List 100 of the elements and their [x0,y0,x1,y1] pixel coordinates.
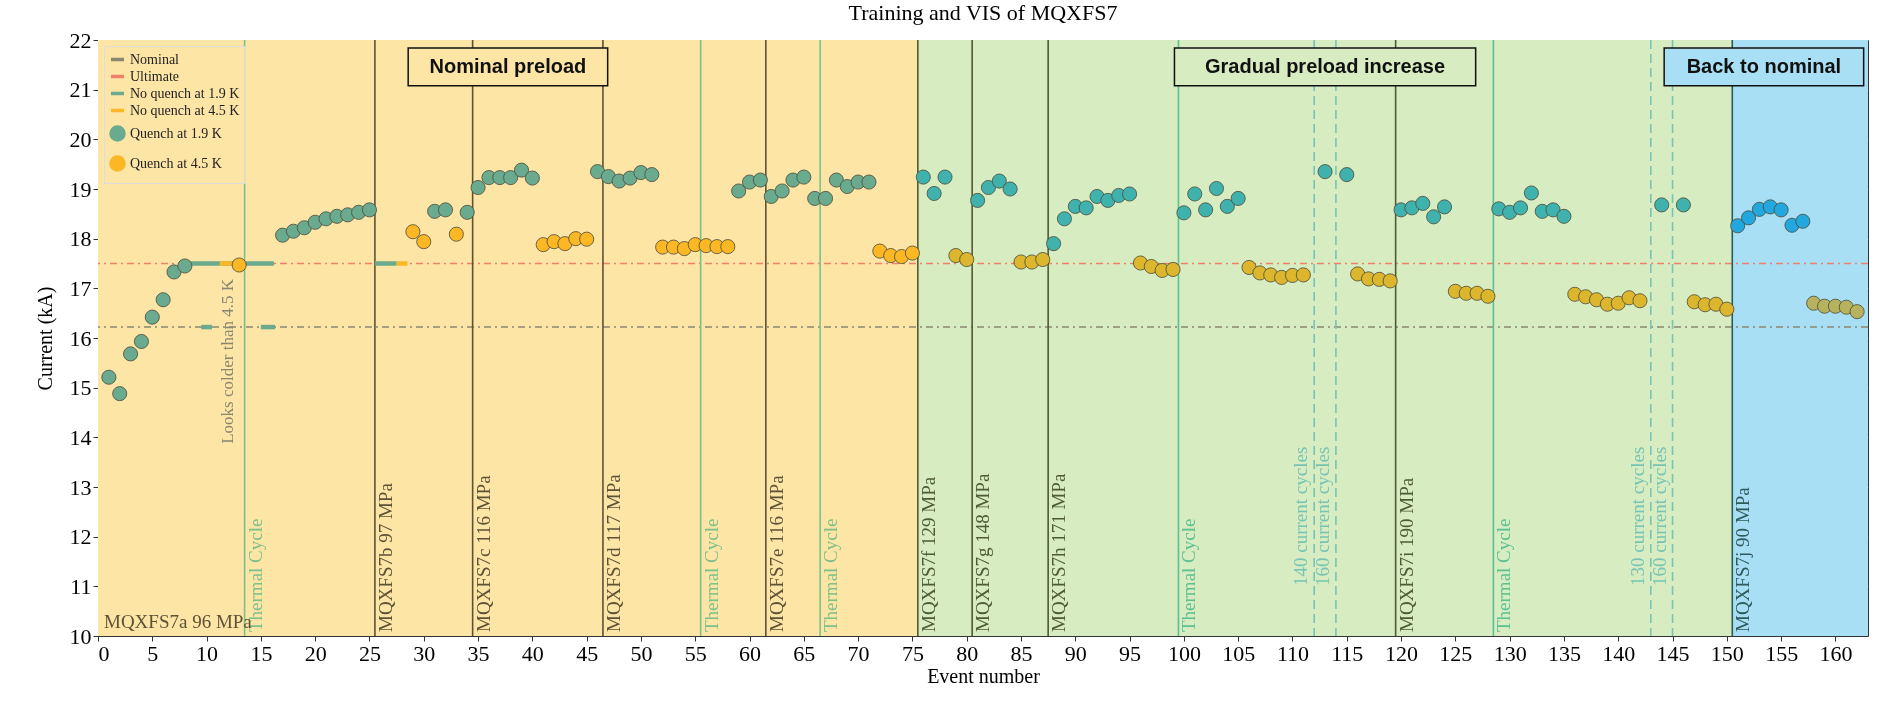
x-tick-label: 155 [1765,640,1799,666]
x-tick-label: 50 [630,640,653,666]
x-tick-label: 70 [847,640,870,666]
point [1241,260,1257,275]
annotation: Looks colder than 4.5 K [218,278,238,444]
point [1610,295,1626,311]
point [970,192,986,208]
point [133,334,149,349]
point [1230,190,1246,206]
x-tick-label: 100 [1167,640,1201,666]
legend-label: Quench at 1.9 K [130,125,222,141]
x-tick-label: 90 [1064,640,1087,666]
point [1339,167,1355,183]
point [915,169,931,185]
x-tick-label: 115 [1331,640,1364,666]
point [144,309,160,325]
point [1219,198,1235,214]
ref-line-label: MQXFS7b 97 MPa [374,482,396,632]
legend-label: No quench at 4.5 K [130,102,240,118]
point [1773,202,1789,218]
x-tick-label: 25 [358,640,381,666]
ref-line-label: Thermal Cycle [1493,518,1515,632]
point [1556,208,1572,224]
point [1035,252,1051,267]
legend-label: Quench at 4.5 K [130,155,222,171]
point [514,162,529,178]
point [1046,236,1062,252]
point [1176,205,1192,221]
x-tick-label: 135 [1547,640,1581,666]
point [818,190,834,206]
x-tick-label: 30 [413,640,436,666]
x-tick-label: 125 [1439,640,1473,666]
point [448,226,464,242]
y-tick-label: 14 [69,424,92,450]
ref-line-label: MQXFS7e 116 MPa [765,474,787,632]
point [1165,262,1181,277]
point [470,180,486,195]
ref-line-label: 160 current cycles [1311,446,1333,586]
point [937,169,953,185]
point [1078,200,1094,216]
x-tick-label: 85 [1010,640,1033,666]
point [101,369,117,385]
point [123,346,139,362]
chart-title: Training and VIS of MQXFS7 [848,0,1118,25]
ref-line-label: MQXFS7i 190 MPa [1395,477,1417,632]
ref-line-label: MQXFS7f 129 MPa [917,476,939,632]
point [1002,181,1018,197]
point [1719,301,1735,317]
point [774,183,790,199]
ref-line-label: MQXFS7h 171 MPa [1048,473,1070,632]
point [524,170,540,186]
point [731,183,747,199]
y-axis-title: Current (kA) [33,286,57,391]
point [1382,273,1398,289]
point [1187,186,1203,202]
point [796,169,812,185]
x-tick-label: 160 [1819,640,1853,666]
x-tick-label: 95 [1119,640,1142,666]
point [177,258,193,274]
point [231,257,247,273]
point [1209,181,1224,196]
x-tick-label: 20 [304,640,327,666]
x-tick-label: 65 [793,640,816,666]
x-tick-label: 140 [1602,640,1636,666]
band-label: Gradual preload increase [1205,54,1446,77]
y-tick-label: 22 [69,27,92,53]
x-tick-label: 40 [521,640,544,666]
y-tick-label: 12 [69,524,92,550]
point [1317,164,1333,180]
x-axis-title: Event number [927,664,1041,687]
x-tick-label: 0 [98,640,110,666]
ref-line-label: MQXFS7d 117 MPa [602,473,624,632]
point [166,264,182,280]
y-tick-label: 20 [69,126,92,152]
point [1415,195,1431,211]
point [991,173,1007,189]
point [579,231,595,247]
point [1849,304,1865,320]
point [1632,293,1648,309]
point [1295,267,1311,283]
point [904,245,920,261]
y-tick-label: 19 [69,176,92,202]
point [1513,200,1528,216]
x-tick-label: 55 [684,640,707,666]
point [861,174,877,190]
x-tick-label: 130 [1493,640,1527,666]
point [405,224,421,240]
x-tick-label: 105 [1222,640,1256,666]
point [1654,197,1670,213]
point [622,170,638,186]
point [1730,218,1746,234]
point [1795,213,1811,229]
y-tick-label: 18 [69,226,92,252]
point [1545,202,1561,218]
x-tick-label: 5 [147,640,159,666]
x-tick-label: 15 [250,640,273,666]
point [1480,288,1496,304]
ref-line-label: MQXFS7j 90 MPa [1732,486,1754,632]
ref-line-label: MQXFS7c 116 MPa [472,474,494,632]
point [644,167,660,183]
